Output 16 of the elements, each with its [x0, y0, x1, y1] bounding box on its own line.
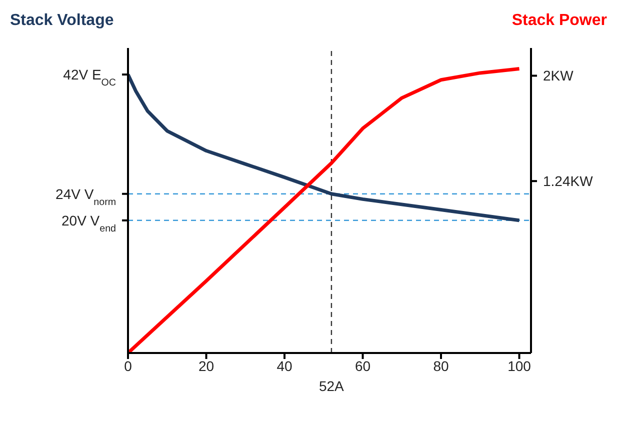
y2-axis-title: Stack Power: [512, 12, 607, 30]
y2-tick-label: 1.24KW: [543, 173, 594, 190]
y-tick-label: 42V E$_{OC}$: [63, 66, 116, 88]
y-tick-label: 20V V$_{end}$: [62, 212, 116, 234]
x-tick-label: 100: [508, 358, 532, 374]
x-tick-label: 80: [433, 358, 450, 374]
x-tick-label: 60: [354, 358, 371, 374]
line-series: [128, 72, 522, 222]
y-axis-title: Stack Voltage: [10, 12, 114, 30]
x-tick-label: 0: [124, 358, 132, 374]
y2-tick-label: 2KW: [543, 68, 574, 84]
x-tick-label: 40: [276, 358, 292, 374]
line-series: [128, 67, 522, 353]
x-tick-label: 20: [198, 358, 214, 374]
ref-line-label: 52A: [318, 378, 345, 394]
y-tick-label: 24V V$_{norm}$: [56, 186, 116, 208]
